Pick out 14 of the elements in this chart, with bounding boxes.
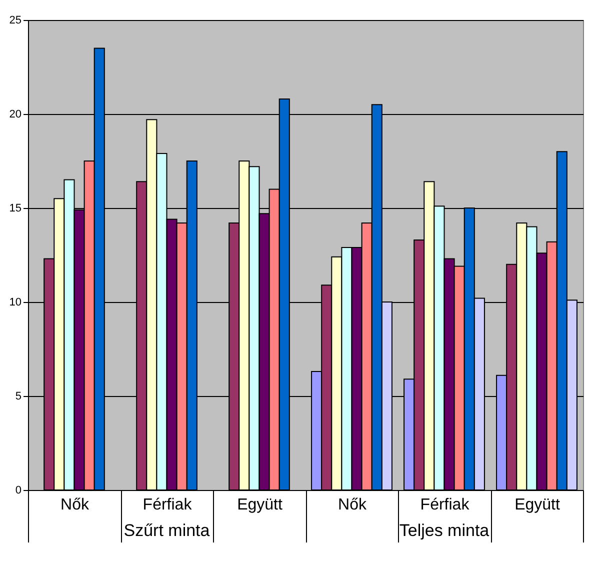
y-tick-label: 25 <box>9 14 22 26</box>
text: Teljes minta <box>399 521 490 540</box>
y-tick-label: 20 <box>9 108 22 120</box>
x-tick-label: Együtt <box>237 496 283 514</box>
x-tick-label: Férfiak <box>142 496 193 514</box>
x-tick-label: Nők <box>60 496 90 514</box>
x-tick-label: Férfiak <box>420 496 470 514</box>
y-tick-label: 0 <box>15 484 22 496</box>
y-tick-label: 15 <box>9 202 22 214</box>
x-tick-label: Együtt <box>514 496 560 514</box>
y-tick-label: 5 <box>15 390 22 402</box>
x-tick-label: Nők <box>338 496 368 514</box>
text: Szűrt minta <box>124 521 210 540</box>
y-tick-label: 10 <box>9 296 22 308</box>
